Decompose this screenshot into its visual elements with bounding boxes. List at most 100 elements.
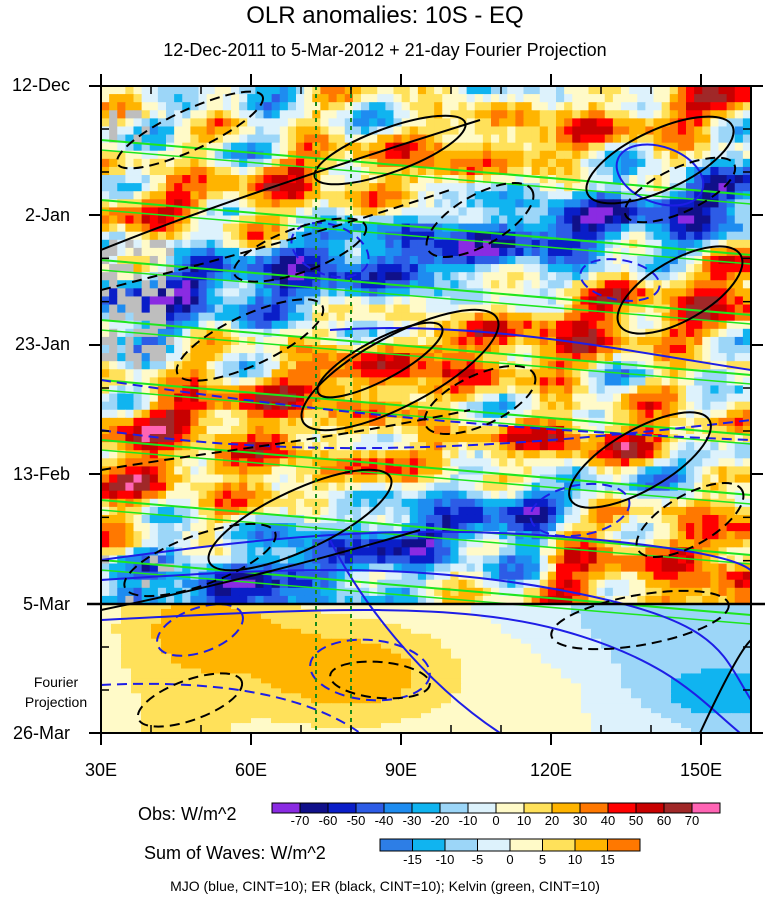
obs-cell — [726, 563, 736, 573]
obs-cell — [604, 175, 614, 184]
obs-cell — [166, 361, 175, 370]
obs-cell — [661, 86, 671, 95]
obs-cell — [117, 118, 126, 128]
obs-cell — [109, 361, 118, 370]
obs-cell — [686, 239, 695, 249]
obs-cell — [458, 215, 468, 225]
obs-cell — [157, 442, 167, 451]
obs-cell — [409, 361, 419, 370]
obs-cell — [417, 183, 427, 192]
obs-cell — [263, 183, 273, 192]
obs-cell — [385, 126, 395, 136]
obs-cell — [198, 425, 208, 435]
obs-cell — [101, 231, 110, 241]
obs-cell — [669, 264, 679, 273]
obs-cell — [239, 539, 248, 548]
obs-cell — [369, 490, 378, 500]
obs-cell — [409, 207, 419, 217]
obs-cell — [507, 207, 516, 217]
obs-cell — [742, 247, 751, 257]
obs-cell — [466, 579, 476, 589]
obs-cell — [239, 587, 248, 597]
obs-cell — [507, 183, 516, 192]
obs-cell — [621, 417, 630, 427]
obs-cell — [287, 563, 297, 573]
obs-cell — [604, 231, 614, 241]
obs-cell — [556, 320, 565, 330]
obs-cell — [393, 539, 403, 548]
obs-cell — [515, 482, 525, 492]
obs-cell — [677, 126, 687, 136]
obs-cell — [653, 409, 663, 419]
obs-cell — [133, 571, 143, 581]
obs-cell — [296, 385, 305, 395]
obs-cell — [734, 458, 744, 467]
obs-cell — [271, 401, 281, 411]
obs-cell — [174, 466, 183, 476]
obs-cell — [604, 401, 614, 411]
obs-cell — [677, 272, 687, 281]
obs-cell — [466, 458, 476, 467]
obs-cell — [466, 86, 476, 95]
obs-cell — [637, 86, 646, 95]
obs-cell — [677, 223, 687, 233]
obs-cell — [588, 126, 598, 136]
obs-cell — [523, 86, 533, 95]
obs-cell — [686, 361, 695, 370]
obs-cell — [718, 555, 728, 565]
obs-cell — [328, 126, 338, 136]
obs-cell — [287, 490, 297, 500]
obs-cell — [377, 304, 386, 314]
obs-cell — [426, 466, 435, 476]
obs-cell — [247, 377, 256, 387]
obs-cell — [596, 199, 606, 208]
obs-cell — [539, 474, 549, 484]
obs-cell — [547, 94, 557, 103]
obs-cell — [458, 304, 468, 314]
obs-cell — [336, 547, 346, 557]
obs-cell — [580, 514, 590, 524]
obs-cell — [588, 328, 598, 338]
obs-cell — [182, 409, 191, 419]
obs-cell — [279, 328, 289, 338]
obs-cell — [474, 312, 484, 322]
obs-cell — [149, 514, 159, 524]
obs-cell — [523, 353, 533, 362]
obs-cell — [637, 94, 646, 103]
obs-cell — [320, 304, 330, 314]
obs-cell — [458, 506, 468, 516]
obs-cell — [572, 150, 581, 160]
obs-cell — [117, 587, 126, 597]
obs-cell — [247, 482, 256, 492]
obs-cell — [417, 118, 427, 128]
obs-cell — [133, 531, 143, 540]
obs-cell — [718, 223, 728, 233]
obs-cell — [547, 547, 557, 557]
obs-cell — [133, 126, 143, 136]
obs-cell — [539, 288, 549, 298]
obs-cell — [596, 434, 606, 443]
obs-cell — [296, 215, 305, 225]
obs-cell — [344, 207, 354, 217]
obs-cell — [182, 320, 191, 330]
obs-cell — [531, 94, 541, 103]
obs-cell — [564, 523, 573, 532]
obs-cell — [198, 102, 208, 111]
obs-cell — [222, 191, 232, 200]
obs-cell — [157, 369, 167, 378]
obs-cell — [352, 304, 362, 314]
obs-cell — [572, 498, 581, 508]
obs-cell — [304, 296, 313, 306]
obs-cell — [702, 579, 711, 589]
obs-cell — [336, 304, 346, 314]
obs-cell — [361, 498, 370, 508]
obs-cell — [409, 110, 419, 119]
obs-cell — [166, 304, 175, 314]
obs-cell — [474, 482, 484, 492]
obs-cell — [352, 579, 362, 589]
obs-cell — [661, 571, 671, 581]
obs-cell — [377, 393, 386, 403]
obs-cell — [117, 401, 126, 411]
obs-cell — [653, 417, 663, 427]
obs-cell — [547, 102, 557, 111]
